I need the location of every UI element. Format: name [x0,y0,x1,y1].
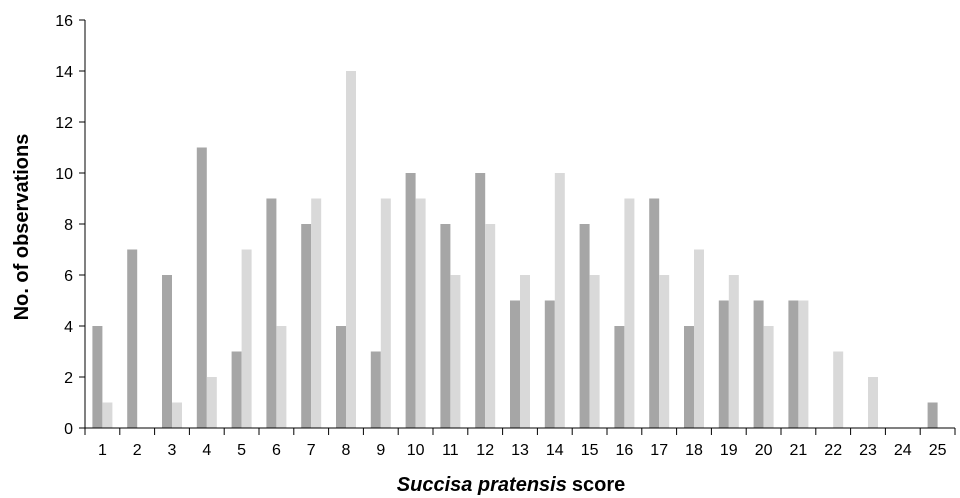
bar-series-1 [475,173,485,428]
bar-series-2 [311,199,321,429]
bar-series-2 [416,199,426,429]
bars-group [92,71,937,428]
x-tick-label: 2 [133,442,142,459]
x-tick-label: 23 [859,442,877,459]
x-tick-label: 18 [685,442,703,459]
x-tick-label: 14 [546,442,564,459]
bar-series-2 [381,199,391,429]
x-axis-title-rest: score [572,474,625,496]
x-tick-label: 9 [376,442,385,459]
x-tick-label: 3 [168,442,177,459]
x-tick-label: 6 [272,442,281,459]
y-tick-label: 2 [64,370,73,387]
x-tick-label: 8 [342,442,351,459]
bar-series-1 [928,403,938,429]
bar-series-1 [406,173,416,428]
bar-series-1 [127,250,137,429]
x-tick-label: 22 [824,442,842,459]
bar-series-1 [614,326,624,428]
bar-series-1 [232,352,242,429]
bar-series-2 [624,199,634,429]
x-tick-label: 12 [476,442,494,459]
bar-series-2 [590,275,600,428]
y-axis-ticks: 0 2 4 6 8 10 12 14 16 [55,13,85,438]
x-tick-label: 1 [98,442,107,459]
bar-series-1 [92,326,102,428]
y-tick-label: 12 [55,115,73,132]
bar-series-1 [788,301,798,429]
bar-series-2 [276,326,286,428]
x-tick-label: 20 [755,442,773,459]
x-axis-title-italic: Succisa pratensis [397,474,567,496]
bar-series-1 [510,301,520,429]
bar-series-1 [719,301,729,429]
x-axis-title: Succisa pratensis score [397,474,625,496]
bar-series-1 [649,199,659,429]
bar-series-2 [172,403,182,429]
y-tick-label: 4 [64,319,73,336]
bar-series-2 [729,275,739,428]
y-tick-label: 6 [64,268,73,285]
x-tick-label: 16 [616,442,634,459]
bar-series-1 [197,148,207,429]
x-tick-label: 5 [237,442,246,459]
bar-series-1 [371,352,381,429]
bar-series-1 [336,326,346,428]
bar-series-2 [659,275,669,428]
bar-series-2 [868,377,878,428]
bar-series-2 [764,326,774,428]
y-tick-label: 8 [64,217,73,234]
y-tick-label: 16 [55,13,73,30]
x-tick-label: 19 [720,442,738,459]
x-tick-label: 15 [581,442,599,459]
bar-series-2 [207,377,217,428]
bar-series-2 [833,352,843,429]
y-axis-title: No. of observations [11,134,33,321]
x-tick-label: 10 [407,442,425,459]
x-tick-label: 17 [650,442,668,459]
bar-series-2 [798,301,808,429]
y-tick-label: 0 [64,421,73,438]
x-tick-label: 13 [511,442,529,459]
x-tick-label: 4 [202,442,211,459]
bar-series-2 [450,275,460,428]
bar-series-1 [754,301,764,429]
bar-series-2 [694,250,704,429]
bar-series-2 [102,403,112,429]
x-tick-label: 24 [894,442,912,459]
bar-series-1 [545,301,555,429]
y-tick-label: 10 [55,166,73,183]
bar-series-2 [520,275,530,428]
x-tick-label: 11 [442,442,459,459]
y-tick-label: 14 [55,64,73,81]
bar-series-1 [266,199,276,429]
bar-series-1 [580,224,590,428]
bar-series-2 [346,71,356,428]
bar-series-1 [440,224,450,428]
bar-series-2 [485,224,495,428]
bar-series-1 [162,275,172,428]
bar-series-2 [555,173,565,428]
x-tick-label: 21 [790,442,808,459]
bar-series-2 [242,250,252,429]
x-tick-label: 7 [307,442,316,459]
bar-series-1 [301,224,311,428]
bar-series-1 [684,326,694,428]
x-tick-label: 25 [929,442,947,459]
x-axis-ticks: 1 2 3 4 5 6 7 8 9 10 11 12 13 14 15 16 17 18 19 20 21 22 23 24 2… [85,428,955,459]
